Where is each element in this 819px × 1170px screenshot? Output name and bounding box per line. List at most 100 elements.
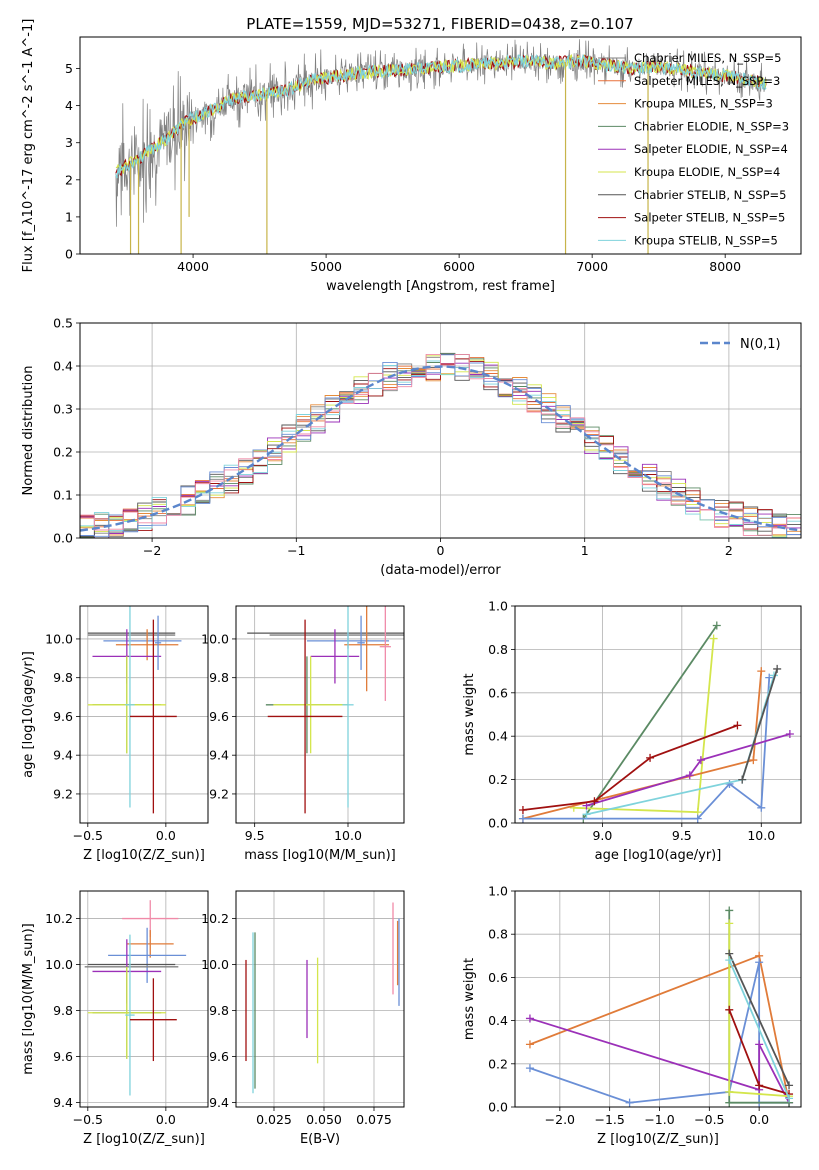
y-tick-label: 9.4 <box>53 748 73 763</box>
x-tick-label: −1 <box>287 543 305 558</box>
x-tick-label: 10.0 <box>747 828 775 843</box>
series-marker <box>757 667 766 676</box>
y-tick-label: 10.0 <box>201 631 229 646</box>
plot-area <box>115 39 767 254</box>
histogram-series <box>80 356 801 528</box>
y-tick-label: 9.6 <box>53 1049 73 1064</box>
x-tick-label: 1 <box>581 543 589 558</box>
y-tick-label: 0.4 <box>53 359 73 374</box>
y-tick-label: 0.2 <box>488 1056 508 1071</box>
x-tick-label: 0 <box>437 543 445 558</box>
x-tick-label: 4000 <box>177 259 209 274</box>
plot-area <box>80 606 208 823</box>
x-tick-label: −2.0 <box>545 1112 575 1127</box>
y-tick-label: 4 <box>65 98 73 113</box>
x-tick-label: 0.075 <box>356 1112 392 1127</box>
axes-frame <box>235 605 405 824</box>
axes-frame <box>235 890 405 1108</box>
series-marker <box>625 1098 634 1107</box>
series-marker <box>757 803 766 812</box>
plot-area <box>236 606 404 823</box>
y-tick-label: 1.0 <box>488 599 508 614</box>
series-line <box>728 953 790 1086</box>
y-axis-label: mass weight <box>462 673 477 755</box>
series-marker <box>712 621 721 630</box>
y-tick-label: 0.8 <box>488 927 508 942</box>
series-line <box>586 675 775 816</box>
y-tick-label: 9.8 <box>209 670 229 685</box>
x-axis-label: Z [log10(Z/Z_sun)] <box>83 1132 205 1147</box>
axes-frame <box>79 322 802 539</box>
y-tick-label: 9.8 <box>209 1003 229 1018</box>
x-tick-label: 9.0 <box>592 828 612 843</box>
series-marker <box>725 1098 734 1107</box>
y-tick-label: 9.8 <box>53 1003 73 1018</box>
plot-area <box>515 891 801 1107</box>
x-axis-label: Z [log10(Z/Z_sun)] <box>83 848 205 863</box>
y-tick-label: 5 <box>65 61 73 76</box>
x-tick-label: 0.0 <box>156 1112 176 1127</box>
y-tick-label: 0.2 <box>53 445 73 460</box>
x-axis-label: wavelength [Angstrom, rest frame] <box>326 279 555 294</box>
y-tick-label: 0.0 <box>53 531 73 546</box>
y-tick-label: 0.5 <box>53 316 73 331</box>
x-tick-label: −2 <box>143 543 161 558</box>
y-tick-label: 2 <box>65 172 73 187</box>
x-tick-label: 9.5 <box>672 828 692 843</box>
legend-label: Salpeter MILES, N_SSP=3 <box>634 74 780 88</box>
panel-age_vs_Z: −0.5 0.0 9.2 9.4 9.6 9.8 10.0 Z [log10(Z/Z_sun)… <box>21 605 209 863</box>
axes-frame <box>79 605 209 824</box>
series-marker <box>518 805 527 814</box>
legend-label: Chabrier ELODIE, N_SSP=3 <box>634 119 789 133</box>
x-tick-label: 0.0 <box>749 1112 769 1127</box>
series-marker <box>590 797 599 806</box>
series-marker <box>749 756 758 765</box>
histogram-series <box>80 353 801 536</box>
series-line <box>582 625 718 820</box>
x-tick-label: 5000 <box>310 259 342 274</box>
y-tick-label: 9.4 <box>209 1095 229 1110</box>
panel-spectrum: 4000 5000 6000 7000 8000 0 1 2 3 4 5 wavelength [An… <box>21 19 802 294</box>
x-axis-label: E(B-V) <box>300 1132 340 1147</box>
x-tick-label: −0.5 <box>694 1112 724 1127</box>
series-marker <box>696 756 705 765</box>
series-line <box>522 724 738 811</box>
series-line <box>741 668 779 780</box>
series-line <box>728 959 790 1099</box>
panel-mass_weight_vs_age: 9.0 9.5 10.0 0.0 0.2 0.4 0.6 0.8 1.0 age [log10(a… <box>462 599 802 863</box>
y-tick-label: 0 <box>65 247 73 262</box>
legend-label: Salpeter STELIB, N_SSP=5 <box>634 211 785 225</box>
series-marker <box>785 1081 794 1090</box>
panel-mass_vs_ebv: 0.025 0.050 0.075 9.4 9.6 9.8 10.0 10.2 E(B-V) <box>201 890 405 1147</box>
plot-area <box>80 323 801 538</box>
y-tick-label: 10.0 <box>45 957 73 972</box>
y-axis-label: age [log10(age/yr)] <box>21 651 36 778</box>
series-marker <box>773 664 782 673</box>
y-tick-label: 1 <box>65 209 73 224</box>
series-marker <box>725 956 734 965</box>
axes-frame <box>79 890 209 1108</box>
y-tick-label: 9.2 <box>53 786 73 801</box>
series-line <box>573 638 715 814</box>
x-tick-label: −0.5 <box>73 828 103 843</box>
series-marker <box>733 721 742 730</box>
y-tick-label: 9.8 <box>53 670 73 685</box>
series-marker <box>646 753 655 762</box>
series-marker <box>725 1087 734 1096</box>
y-tick-label: 9.6 <box>209 709 229 724</box>
series-line <box>529 1017 790 1104</box>
series-marker <box>685 771 694 780</box>
y-tick-label: 0.8 <box>488 642 508 657</box>
series-marker <box>693 814 702 823</box>
series-marker <box>725 919 734 928</box>
series-marker <box>525 1014 534 1023</box>
axes-frame <box>514 890 802 1108</box>
x-tick-label: −1.5 <box>594 1112 624 1127</box>
y-tick-label: 0.4 <box>488 1013 508 1028</box>
x-axis-label: mass [log10(M/M_sun)] <box>244 848 396 863</box>
series-marker <box>725 1005 734 1014</box>
series-line <box>522 677 771 820</box>
x-tick-label: 10.0 <box>334 828 362 843</box>
x-tick-label: −0.5 <box>73 1112 103 1127</box>
y-tick-label: 10.2 <box>45 911 73 926</box>
